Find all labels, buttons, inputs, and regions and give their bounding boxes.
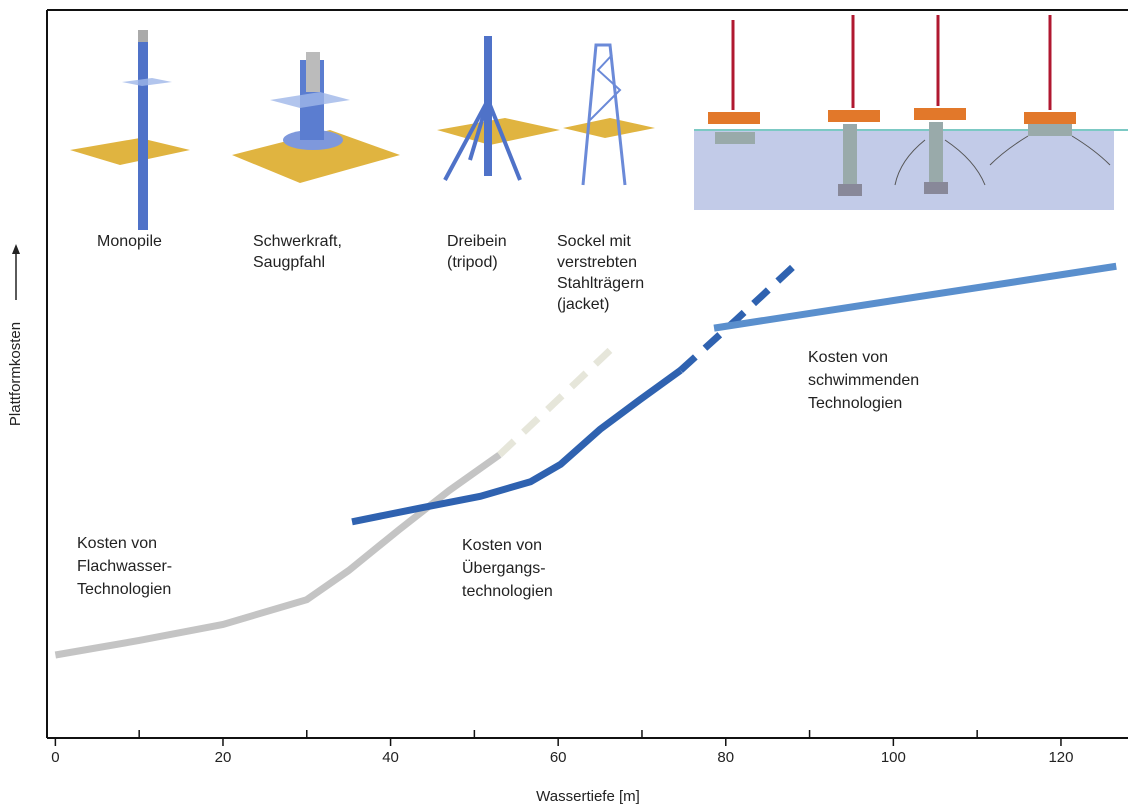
foundation-label: Schwerkraft, <box>253 233 342 250</box>
foundation-label: Stahlträgern <box>557 275 644 292</box>
x-tick-label: 120 <box>1048 749 1073 766</box>
x-tick-label: 0 <box>51 749 59 766</box>
foundation-label: Sockel mit <box>557 233 631 250</box>
x-tick-label: 40 <box>382 749 399 766</box>
cost-line <box>54 451 502 659</box>
foundation-label: verstrebten <box>557 254 637 271</box>
annotation: Kosten von <box>808 349 888 366</box>
annotation: technologien <box>462 583 553 600</box>
foundation-label: Dreibein <box>447 233 507 250</box>
y-axis-label: Plattformkosten <box>7 322 24 426</box>
annotation: Flachwasser- <box>77 558 172 575</box>
annotation: Übergangs- <box>462 559 546 577</box>
foundation-label: (tripod) <box>447 254 498 271</box>
annotation: Technologien <box>77 581 171 598</box>
x-tick-label: 100 <box>881 749 906 766</box>
cost-line <box>497 345 616 458</box>
annotation: Kosten von <box>77 535 157 552</box>
x-axis-label: Wassertiefe [m] <box>536 788 640 805</box>
foundation-label: Saugpfahl <box>253 254 325 271</box>
x-tick-label: 20 <box>215 749 232 766</box>
x-tick-label: 80 <box>717 749 734 766</box>
annotation: schwimmenden <box>808 372 919 389</box>
annotation: Technologien <box>808 395 902 412</box>
cost-line <box>713 262 1117 332</box>
cost-line <box>351 367 683 526</box>
x-tick-label: 60 <box>550 749 567 766</box>
foundation-label: (jacket) <box>557 296 609 313</box>
foundation-icons <box>70 30 655 230</box>
annotation: Kosten von <box>462 537 542 554</box>
foundation-label: Monopile <box>97 233 162 250</box>
y-arrow <box>12 244 20 300</box>
floating-icons <box>694 15 1128 210</box>
cost-line <box>678 262 798 373</box>
frame <box>46 9 1128 739</box>
